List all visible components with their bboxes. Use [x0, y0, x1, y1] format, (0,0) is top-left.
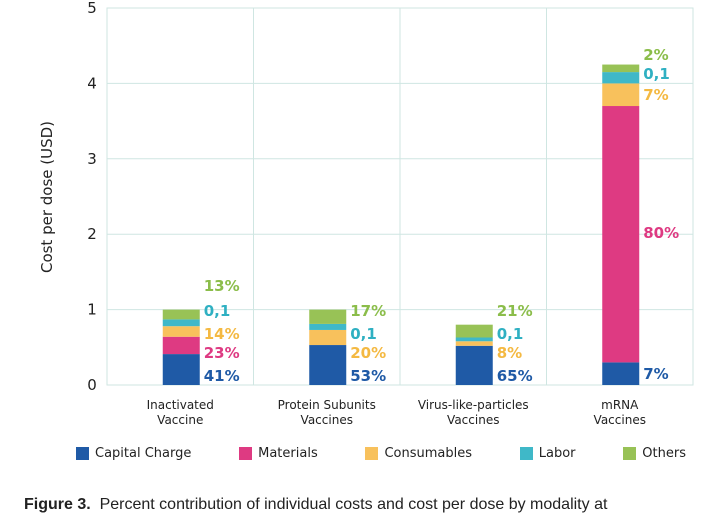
legend-swatch: [76, 447, 89, 460]
data-label: 14%: [204, 325, 240, 343]
bar-segment-others: [309, 309, 347, 324]
bar-segment-capital-charge: [455, 345, 493, 385]
y-tick-label: 4: [87, 74, 97, 92]
bar-segment-materials: [162, 336, 200, 355]
category-label: Vaccine: [157, 413, 203, 427]
legend-label: Materials: [258, 446, 318, 461]
bar-segment-consumables: [309, 329, 347, 346]
legend-item: Consumables: [365, 446, 472, 461]
data-label: 21%: [497, 302, 533, 320]
data-label: 7%: [643, 86, 668, 104]
legend-label: Capital Charge: [95, 446, 192, 461]
chart-grid: [106, 7, 694, 386]
legend-swatch: [519, 447, 533, 460]
data-label: 0,1: [350, 325, 377, 343]
data-label: 20%: [350, 344, 386, 362]
y-tick-label: 3: [87, 150, 97, 168]
category-label: Protein Subunits: [278, 398, 376, 412]
data-label: 8%: [497, 344, 522, 362]
y-tick-label: 5: [87, 0, 97, 17]
bar-segment-materials: [602, 106, 640, 363]
legend-item: Capital Charge: [76, 446, 191, 461]
data-label: 2%: [643, 46, 668, 64]
y-axis-ticks: 0 1 2 3 4 5: [87, 0, 97, 394]
caption-label: Figure 3.: [24, 496, 91, 513]
bar-segment-capital-charge: [162, 354, 200, 385]
y-tick-label: 1: [87, 301, 97, 319]
data-label: 17%: [350, 302, 386, 320]
bar-segment-capital-charge: [309, 345, 347, 385]
bar-segment-labor: [162, 319, 200, 327]
bar-segment-others: [455, 324, 493, 338]
bar-segment-labor: [602, 72, 640, 84]
legend-swatch: [239, 447, 253, 460]
category-label: Vaccines: [447, 413, 499, 427]
bar-labels: 41%23%14%0,113%53%20%0,117%65%8%0,121%7%…: [204, 46, 679, 385]
category-label: Vaccines: [594, 413, 646, 427]
caption-text: Percent contribution of individual costs…: [99, 496, 608, 513]
bar-segment-consumables: [455, 341, 493, 346]
data-label: 0,1: [204, 302, 231, 320]
category-label: mRNA: [601, 398, 639, 412]
data-label: 41%: [204, 367, 240, 385]
legend: Capital Charge Materials Consumables Labor O…: [76, 446, 686, 461]
figure-caption: Figure 3. Percent contribution of indivi…: [24, 496, 714, 514]
data-label: 7%: [643, 365, 668, 383]
stacked-bar-chart: 0 1 2 3 4 5 Cost per dose (USD) 41% 23%14% 0,1 1…: [38, 0, 694, 427]
bar-segment-labor: [455, 337, 493, 342]
category-label: Vaccines: [301, 413, 353, 427]
data-label: 65%: [497, 367, 533, 385]
data-label: 80%: [643, 224, 679, 242]
category-label: Inactivated: [147, 398, 214, 412]
bar-segment-others: [162, 309, 200, 320]
legend-swatch: [623, 447, 637, 460]
bar-segment-labor: [309, 323, 347, 330]
bar-segment-consumables: [162, 326, 200, 337]
legend-swatch: [365, 447, 379, 460]
data-label: 23%: [204, 344, 240, 362]
y-tick-label: 2: [87, 225, 97, 243]
legend-item: Labor: [519, 446, 576, 461]
data-label: 13%: [204, 277, 240, 295]
legend-label: Consumables: [384, 446, 473, 461]
data-label: 0,1: [497, 325, 524, 343]
legend-label: Others: [642, 446, 686, 461]
legend-label: Labor: [538, 446, 576, 461]
bar-segment-others: [602, 64, 640, 73]
bar-segment-capital-charge: [602, 362, 640, 385]
y-tick-label: 0: [87, 376, 97, 394]
data-label: 0,1: [643, 65, 670, 83]
bar-segment-consumables: [602, 83, 640, 107]
legend-item: Others: [623, 446, 686, 461]
category-label: Virus-like-particles: [418, 398, 529, 412]
data-label: 53%: [350, 367, 386, 385]
bars: [162, 64, 640, 385]
y-axis-label: Cost per dose (USD): [38, 121, 56, 273]
legend-item: Materials: [239, 446, 318, 461]
